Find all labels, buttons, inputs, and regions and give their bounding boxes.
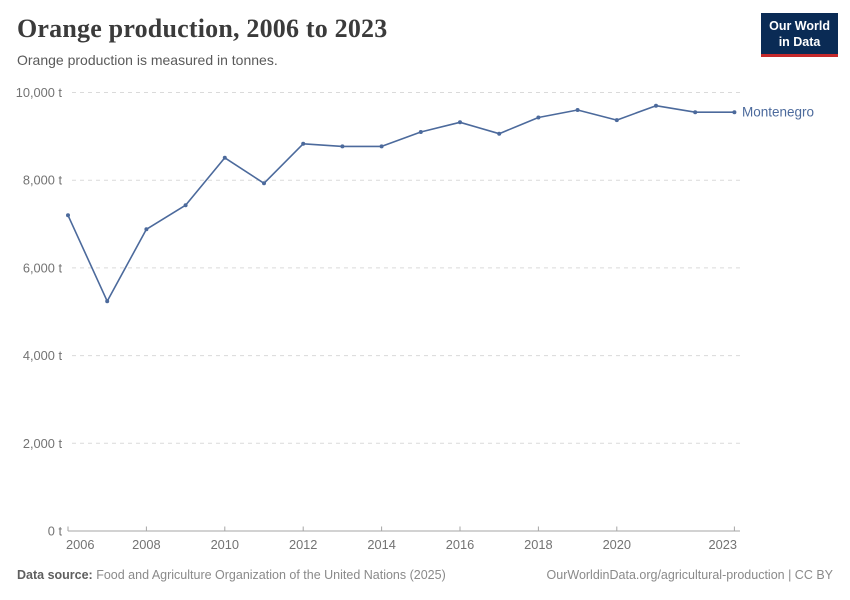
owid-logo: Our World in Data [761,13,838,57]
data-source: Data source: Food and Agriculture Organi… [17,568,446,582]
x-axis-tick-label: 2016 [446,537,474,552]
data-point [693,110,698,115]
owid-logo-line1: Our World [769,19,830,33]
y-axis-tick-label: 0 t [48,524,63,539]
data-point [732,110,737,115]
y-axis-tick-label: 2,000 t [23,436,63,451]
data-point [340,144,345,149]
data-point [379,144,384,149]
data-point [183,203,188,208]
data-point [458,120,462,125]
citation: OurWorldinData.org/agricultural-producti… [546,568,833,582]
data-point [105,299,110,304]
x-axis-tick-label: 2014 [367,537,395,552]
x-axis-tick-label: 2020 [603,537,631,552]
x-axis-tick-label: 2023 [709,537,737,552]
owid-logo-line2: in Data [778,35,821,49]
series-line-montenegro [67,104,736,303]
y-axis-tick-label: 6,000 t [23,260,63,275]
page-title: Orange production, 2006 to 2023 [17,14,388,43]
data-point [262,181,266,186]
y-axis-tick-label: 8,000 t [23,173,63,188]
x-axis-tick-label: 2006 [66,537,94,552]
data-point [144,227,149,232]
x-axis-tick-label: 2010 [211,537,239,552]
data-point [575,108,580,112]
data-point [418,130,423,134]
data-point [497,131,502,136]
data-source-label: Data source: [17,568,93,582]
data-source-text: Food and Agriculture Organization of the… [96,568,446,582]
x-axis-tick-label: 2018 [524,537,552,552]
data-point [301,141,306,146]
series-label-montenegro: Montenegro [742,105,814,120]
data-point [614,118,619,123]
y-axis-tick-label: 4,000 t [23,348,63,363]
x-axis-tick-label: 2008 [132,537,160,552]
data-point [654,103,658,108]
data-point [222,155,227,160]
chart-subtitle: Orange production is measured in tonnes. [17,52,278,68]
y-axis-tick-label: 10,000 t [16,85,63,100]
chart-footer: Data source: Food and Agriculture Organi… [17,568,833,582]
data-point [536,115,541,120]
x-axis-tick-label: 2012 [289,537,317,552]
data-point [66,213,70,218]
